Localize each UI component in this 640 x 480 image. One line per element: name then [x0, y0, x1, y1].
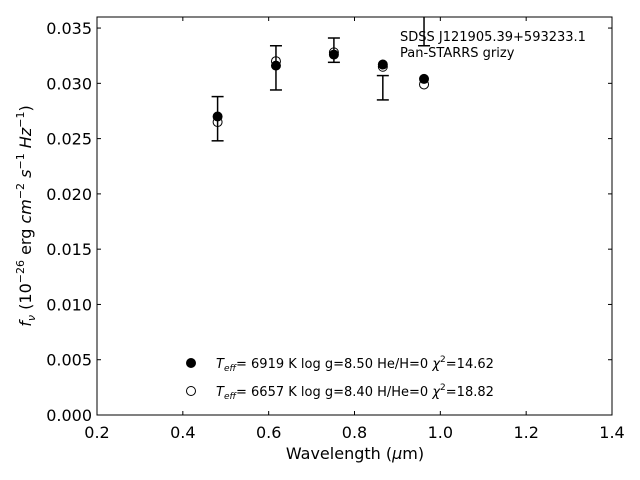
y-tick-label: 0.025 [46, 130, 92, 149]
y-tick-label: 0.020 [46, 185, 92, 204]
legend-entry-1: Teff= 6919 K log g=8.50 He/H=0 χ2=14.62 [216, 355, 494, 374]
y-axis-label: fν (10−26 erg cm−2 s−1 Hz−1) [14, 105, 38, 326]
x-tick-label: 0.4 [170, 423, 195, 442]
y-tick-label: 0.015 [46, 240, 92, 259]
y-tick-label: 0.000 [46, 406, 92, 425]
y-tick-label: 0.005 [46, 351, 92, 370]
legend-marker-filled [186, 358, 196, 368]
x-axis-label: Wavelength (μm) [286, 444, 424, 463]
annotation-survey: Pan-STARRS grizy [400, 46, 515, 61]
legend-entry-2: Teff= 6657 K log g=8.40 H/He=0 χ2=18.82 [216, 383, 494, 402]
model-markers [212, 47, 430, 128]
legend: Teff= 6919 K log g=8.50 He/H=0 χ2=14.62 … [186, 355, 494, 402]
model-point-open [377, 61, 388, 72]
x-tick-label: 0.8 [342, 423, 367, 442]
x-tick-label: 0.2 [84, 423, 109, 442]
x-tick-label: 0.6 [256, 423, 281, 442]
error-bars [211, 17, 431, 142]
model-point-open [270, 56, 281, 67]
y-tick-label: 0.010 [46, 295, 92, 314]
x-tick-label: 1.4 [599, 423, 624, 442]
y-tick-label: 0.035 [46, 19, 92, 38]
y-tick-label: 0.030 [46, 74, 92, 93]
x-axis: 0.2 0.4 0.6 0.8 1.0 1.2 1.4 [84, 17, 625, 442]
model-point-open [419, 79, 430, 90]
x-tick-label: 1.0 [428, 423, 453, 442]
model-point-open [212, 117, 223, 128]
model-point-filled [419, 73, 430, 84]
y-axis: 0.000 0.005 0.010 0.015 0.020 0.025 0.030 0.035 [46, 19, 612, 425]
model-point-filled [212, 111, 223, 122]
model-point-open [328, 47, 339, 58]
x-tick-label: 1.2 [513, 423, 538, 442]
legend-marker-open [186, 386, 196, 396]
annotation-object-name: SDSS J121905.39+593233.1 [400, 30, 586, 45]
model-point-filled [328, 49, 339, 60]
plot-frame [96, 16, 613, 416]
model-point-filled [377, 59, 388, 70]
